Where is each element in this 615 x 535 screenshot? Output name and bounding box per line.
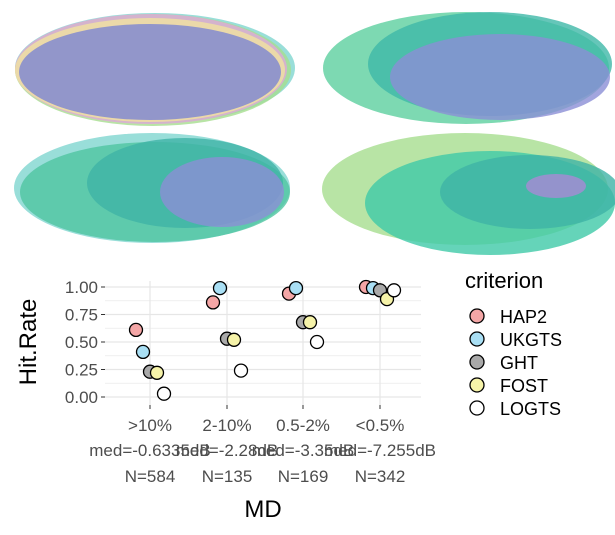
point-fost	[149, 365, 165, 380]
x-tick-label: 0.5-2%	[276, 416, 330, 435]
point-fost	[302, 315, 318, 330]
legend-item-logts: LOGTS	[469, 399, 561, 419]
venn-ellipse	[390, 34, 610, 120]
legend-key	[469, 331, 485, 347]
venn-panel-3	[14, 133, 290, 243]
venn-diagrams	[14, 12, 615, 255]
x-tick-count: N=135	[202, 467, 253, 486]
x-axis-title: MD	[244, 496, 281, 523]
legend-item-fost: FOST	[469, 376, 548, 396]
legend-key	[469, 400, 485, 416]
data-points	[128, 279, 402, 401]
x-axis-ticks: >10% med=-0.6335dB N=584 2-10% med=-2.28dB N=…	[89, 405, 436, 486]
y-tick-label: 0.25	[65, 361, 98, 380]
point-fost	[226, 332, 242, 347]
x-tick-label: 2-10%	[202, 416, 251, 435]
plot-panel	[105, 281, 421, 405]
legend-label: FOST	[500, 376, 548, 396]
y-axis-title: Hit.Rate	[15, 299, 42, 386]
legend-title: criterion	[465, 268, 543, 293]
legend-key	[469, 377, 485, 393]
y-axis-ticks: 0.00 0.25 0.50 0.75 1.00	[65, 278, 105, 407]
venn-ellipse	[160, 157, 284, 227]
legend-label: UKGTS	[500, 330, 562, 350]
x-tick-median: med=-7.255dB	[324, 441, 436, 460]
x-tick-label: <0.5%	[356, 416, 405, 435]
venn-panel-4	[322, 133, 615, 255]
x-tick-count: N=342	[355, 467, 406, 486]
venn-ellipse	[19, 24, 281, 120]
y-tick-label: 1.00	[65, 278, 98, 297]
venn-panel-2	[323, 12, 612, 124]
point-logts	[386, 283, 402, 298]
legend-item-hap2: HAP2	[469, 307, 547, 327]
legend-item-ght: GHT	[469, 353, 538, 373]
legend-key	[469, 308, 485, 324]
x-tick-median: med=-3.35dB	[252, 441, 355, 460]
venn-ellipse	[440, 155, 615, 229]
legend-label: LOGTS	[500, 399, 561, 419]
point-ukgts	[288, 280, 304, 296]
legend: criterion HAP2 UKGTS GHT FOST LOGTS	[465, 268, 562, 419]
point-ukgts	[212, 280, 228, 296]
legend-label: GHT	[500, 353, 538, 373]
scatter-plot: 0.00 0.25 0.50 0.75 1.00 >10% med=-0.6335dB N=…	[15, 278, 436, 523]
point-hap2	[128, 322, 144, 338]
venn-ellipse	[526, 174, 586, 198]
x-tick-median: med=-0.6335dB	[89, 441, 210, 460]
point-logts	[233, 363, 249, 378]
x-tick-label: >10%	[128, 416, 172, 435]
x-tick-count: N=169	[278, 467, 329, 486]
legend-key	[469, 354, 485, 370]
venn-panel-1	[15, 13, 295, 126]
point-ukgts	[135, 344, 151, 360]
y-tick-label: 0.00	[65, 388, 98, 407]
y-tick-label: 0.50	[65, 333, 98, 352]
legend-label: HAP2	[500, 307, 547, 327]
x-tick-median: med=-2.28dB	[176, 441, 279, 460]
legend-item-ukgts: UKGTS	[469, 330, 562, 350]
point-hap2	[205, 295, 221, 310]
y-tick-label: 0.75	[65, 306, 98, 325]
point-logts	[309, 334, 325, 350]
x-tick-count: N=584	[125, 467, 176, 486]
point-logts	[156, 386, 172, 401]
